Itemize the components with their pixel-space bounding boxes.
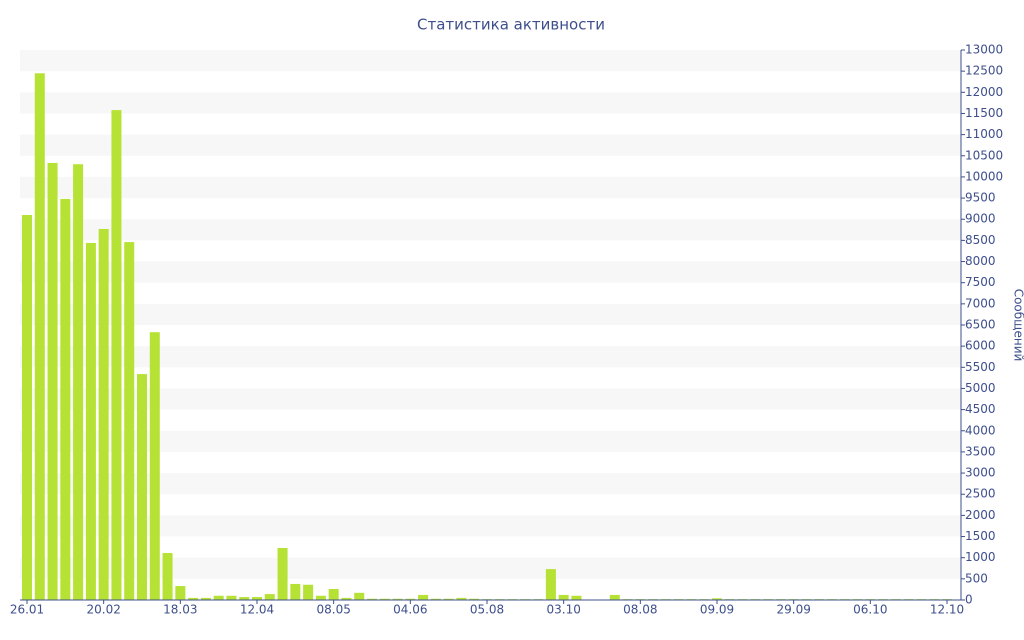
bar bbox=[175, 586, 186, 600]
y-tick-label: 1000 bbox=[965, 550, 996, 564]
bar bbox=[60, 198, 71, 600]
y-tick-label: 1500 bbox=[965, 529, 996, 543]
grid-band bbox=[20, 176, 961, 199]
bar bbox=[290, 583, 301, 600]
bar bbox=[137, 374, 147, 600]
bar bbox=[213, 595, 224, 600]
x-tick-label: 12.04 bbox=[240, 603, 274, 617]
x-tick-label: 29.09 bbox=[776, 603, 810, 617]
bar bbox=[34, 73, 45, 601]
y-tick-label: 6500 bbox=[965, 318, 996, 332]
bar bbox=[609, 594, 620, 600]
bar bbox=[315, 595, 326, 600]
x-tick-label: 18.03 bbox=[163, 603, 197, 617]
y-tick-label: 8500 bbox=[965, 233, 996, 247]
bar bbox=[354, 592, 365, 600]
grid-band bbox=[20, 50, 961, 72]
grid-band bbox=[20, 346, 961, 368]
bar bbox=[367, 598, 377, 600]
y-tick-label: 9500 bbox=[965, 191, 996, 205]
y-tick-label: 13000 bbox=[965, 43, 1003, 57]
bar bbox=[252, 597, 262, 600]
bar bbox=[341, 597, 352, 600]
bar bbox=[149, 332, 160, 600]
y-tick-label: 11000 bbox=[965, 127, 1003, 141]
bar bbox=[22, 215, 32, 600]
x-tick-label: 26.01 bbox=[10, 603, 44, 617]
y-tick-label: 0 bbox=[965, 593, 973, 607]
y-tick-label: 10500 bbox=[965, 148, 1003, 162]
bar bbox=[73, 164, 84, 600]
bar bbox=[712, 598, 722, 600]
grid-band bbox=[20, 92, 961, 114]
x-tick-label: 05.08 bbox=[470, 603, 504, 617]
y-tick-label: 5000 bbox=[965, 381, 996, 395]
x-tick-label: 09.09 bbox=[700, 603, 734, 617]
bar bbox=[405, 598, 416, 600]
y-tick-label: 10000 bbox=[965, 169, 1003, 183]
y-tick-label: 5500 bbox=[965, 360, 996, 374]
y-tick-label: 2500 bbox=[965, 487, 996, 501]
bar bbox=[226, 595, 237, 600]
x-tick-label: 12.10 bbox=[930, 603, 964, 617]
y-axis-label: Сообщений bbox=[1012, 289, 1024, 362]
bar bbox=[379, 598, 390, 600]
y-tick-label: 7000 bbox=[965, 296, 996, 310]
bar bbox=[85, 242, 96, 600]
bar bbox=[456, 597, 467, 600]
grid-band bbox=[20, 473, 961, 495]
bar bbox=[443, 598, 454, 600]
y-tick-label: 11500 bbox=[965, 106, 1003, 120]
bar bbox=[111, 110, 122, 601]
bar bbox=[418, 594, 429, 600]
bar bbox=[200, 597, 211, 600]
y-tick-label: 12000 bbox=[965, 85, 1003, 99]
x-tick-label: 08.05 bbox=[316, 603, 350, 617]
x-tick-label: 06.10 bbox=[853, 603, 887, 617]
bar bbox=[469, 598, 480, 600]
bar bbox=[188, 597, 199, 600]
y-tick-label: 8000 bbox=[965, 254, 996, 268]
bar bbox=[571, 595, 582, 600]
bar bbox=[430, 598, 441, 600]
bar bbox=[558, 594, 569, 600]
bar bbox=[124, 242, 135, 601]
y-tick-label: 9000 bbox=[965, 212, 996, 226]
bar bbox=[328, 589, 339, 600]
chart-title: Статистика активности bbox=[417, 16, 605, 34]
y-tick-label: 6000 bbox=[965, 339, 996, 353]
x-tick-label: 08.08 bbox=[623, 603, 657, 617]
grid-band bbox=[20, 430, 961, 452]
bar bbox=[277, 547, 288, 600]
y-tick-label: 500 bbox=[965, 571, 988, 585]
x-tick-label: 20.02 bbox=[86, 603, 120, 617]
grid-band bbox=[20, 219, 961, 241]
y-tick-label: 2000 bbox=[965, 508, 996, 522]
grid-band bbox=[20, 261, 961, 283]
y-tick-label: 3500 bbox=[965, 444, 996, 458]
grid-band bbox=[20, 134, 961, 156]
bar bbox=[239, 597, 250, 600]
y-tick-label: 3000 bbox=[965, 466, 996, 480]
bar bbox=[303, 584, 314, 600]
x-tick-label: 04.06 bbox=[393, 603, 427, 617]
bar bbox=[392, 598, 403, 600]
bar bbox=[47, 162, 58, 600]
bar bbox=[162, 553, 173, 600]
grid-band bbox=[20, 303, 961, 325]
y-tick-label: 7500 bbox=[965, 275, 996, 289]
y-tick-label: 4000 bbox=[965, 423, 996, 437]
bar bbox=[264, 594, 275, 600]
bar bbox=[545, 569, 556, 600]
grid-band bbox=[20, 388, 961, 410]
y-tick-label: 12500 bbox=[965, 64, 1003, 78]
y-tick-label: 4500 bbox=[965, 402, 996, 416]
grid-band bbox=[20, 515, 961, 537]
bar bbox=[98, 228, 109, 600]
x-tick-label: 03.10 bbox=[546, 603, 580, 617]
grid-band bbox=[20, 557, 961, 579]
